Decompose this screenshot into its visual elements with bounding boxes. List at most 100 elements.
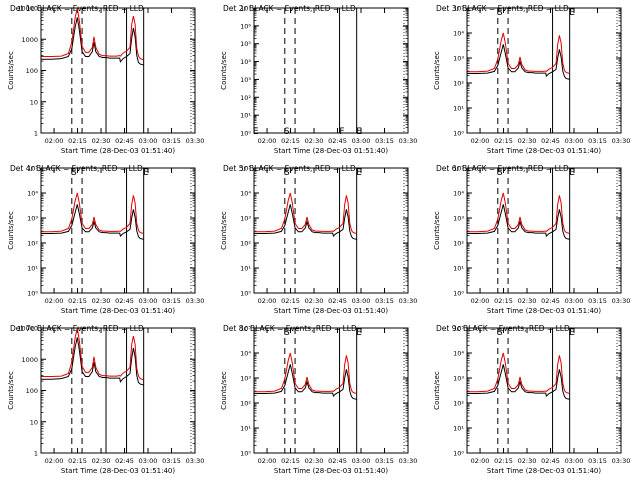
marker-letter: S <box>284 328 290 338</box>
y-tick-label: 10⁰ <box>453 290 464 298</box>
lld-series-line <box>467 352 570 394</box>
x-tick-label: 02:00 <box>45 137 64 145</box>
marker-letter: E <box>253 127 259 137</box>
y-tick-label: 10⁵ <box>240 165 251 173</box>
y-tick-label: 10⁴ <box>240 350 251 358</box>
y-axis-label: Counts/sec <box>220 211 228 250</box>
x-tick-label: 03:30 <box>186 137 205 145</box>
events-series-line <box>467 364 570 400</box>
marker-letter: E <box>356 328 362 338</box>
x-tick-label: 03:30 <box>612 297 631 305</box>
plot-frame <box>466 327 622 454</box>
marker-letter: E <box>356 168 362 178</box>
lld-series-line <box>467 192 570 234</box>
y-tick-label: 10⁷ <box>240 5 251 13</box>
marker-letter: S <box>497 8 503 18</box>
x-tick-label: 02:15 <box>494 457 513 465</box>
marker-letter: E <box>356 127 362 137</box>
x-tick-label: 02:45 <box>541 297 560 305</box>
events-series-line <box>41 17 144 66</box>
marker-letter: S <box>71 168 77 178</box>
x-tick-label: 02:30 <box>305 457 324 465</box>
events-series-line <box>254 364 357 400</box>
y-tick-label: 1 <box>34 450 38 458</box>
x-axis-label: Start Time (28-Dec-03 01:51:40) <box>487 147 601 155</box>
chart-panel-2: Det 2r BLACK = Events, RED = LLDCounts/s… <box>220 4 417 155</box>
x-tick-label: 03:15 <box>162 457 181 465</box>
events-series-line <box>467 44 570 80</box>
y-axis-label: Counts/sec <box>433 371 441 410</box>
x-tick-label: 02:15 <box>494 297 513 305</box>
x-tick-label: 03:30 <box>186 297 205 305</box>
x-tick-label: 02:15 <box>68 297 87 305</box>
x-tick-label: 03:15 <box>162 297 181 305</box>
y-tick-label: 1 <box>34 130 38 138</box>
marker-letter: S <box>497 168 503 178</box>
plot-frame <box>40 327 196 454</box>
x-tick-label: 02:45 <box>541 137 560 145</box>
y-tick-label: 10⁵ <box>27 165 38 173</box>
y-tick-label: 10⁰ <box>240 290 251 298</box>
chart-panel-6: Det 6r BLACK = Events, RED = LLDCounts/s… <box>433 164 630 315</box>
x-tick-label: 03:30 <box>399 457 418 465</box>
x-tick-label: 02:45 <box>328 137 347 145</box>
marker-letter: S <box>284 127 290 137</box>
y-tick-label: 10² <box>27 240 38 248</box>
x-tick-label: 03:15 <box>588 297 607 305</box>
x-tick-label: 02:30 <box>92 457 111 465</box>
x-tick-label: 03:30 <box>612 137 631 145</box>
chart-panel-3: Det 3r BLACK = Events, RED = LLDCounts/s… <box>433 4 630 155</box>
x-axis-label: Start Time (28-Dec-03 01:51:40) <box>274 147 388 155</box>
y-tick-label: 10³ <box>27 215 38 223</box>
x-tick-label: 03:00 <box>139 137 158 145</box>
y-tick-label: 10² <box>240 94 251 102</box>
x-tick-label: 02:15 <box>68 457 87 465</box>
plot-frame <box>40 167 196 294</box>
y-tick-label: 10² <box>240 240 251 248</box>
y-tick-label: 10¹ <box>240 112 251 120</box>
events-series-line <box>254 204 357 240</box>
y-tick-label: 10¹ <box>453 265 464 273</box>
marker-letter: S <box>497 328 503 338</box>
y-tick-label: 10000 <box>17 325 38 333</box>
y-tick-label: 10² <box>453 80 464 88</box>
lld-series-line <box>41 8 144 61</box>
x-tick-label: 03:15 <box>375 457 394 465</box>
y-tick-label: 10⁴ <box>240 58 251 66</box>
lld-series-line <box>467 32 570 74</box>
marker-letter: E <box>569 168 575 178</box>
x-tick-label: 02:00 <box>471 297 490 305</box>
chart-panel-1: Det 1c BLACK = Events, RED = LLDCounts/s… <box>7 4 204 155</box>
y-tick-label: 1000 <box>21 36 38 44</box>
y-tick-label: 10¹ <box>240 265 251 273</box>
y-axis-label: Counts/sec <box>7 211 15 250</box>
y-tick-label: 10⁵ <box>453 165 464 173</box>
y-tick-label: 10 <box>30 98 38 106</box>
x-tick-label: 03:30 <box>186 457 205 465</box>
y-tick-label: 10⁶ <box>240 22 251 30</box>
y-tick-label: 10⁰ <box>240 450 251 458</box>
x-tick-label: 02:00 <box>258 137 277 145</box>
y-tick-label: 10³ <box>240 76 251 84</box>
events-series-line <box>467 204 570 240</box>
plot-frame <box>253 167 409 294</box>
y-tick-label: 10¹ <box>27 265 38 273</box>
y-tick-label: 10 <box>30 418 38 426</box>
x-tick-label: 03:15 <box>375 137 394 145</box>
x-tick-label: 02:15 <box>281 297 300 305</box>
x-tick-label: 02:45 <box>115 457 134 465</box>
y-axis-label: Counts/sec <box>433 211 441 250</box>
x-tick-label: 02:30 <box>518 297 537 305</box>
x-axis-label: Start Time (28-Dec-03 01:51:40) <box>274 307 388 315</box>
x-tick-label: 02:00 <box>471 137 490 145</box>
x-axis-label: Start Time (28-Dec-03 01:51:40) <box>61 467 175 475</box>
x-tick-label: 02:45 <box>328 457 347 465</box>
y-axis-label: Counts/sec <box>220 51 228 90</box>
events-series-line <box>41 204 144 240</box>
x-axis-label: Start Time (28-Dec-03 01:51:40) <box>61 307 175 315</box>
lld-series-line <box>41 192 144 234</box>
x-tick-label: 02:15 <box>281 457 300 465</box>
y-tick-label: 10¹ <box>240 425 251 433</box>
marker-letter: E <box>569 8 575 18</box>
x-tick-label: 03:00 <box>139 297 158 305</box>
